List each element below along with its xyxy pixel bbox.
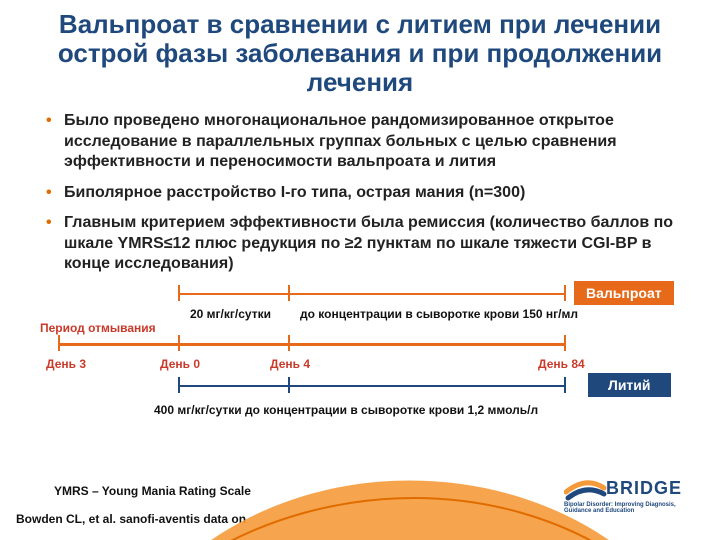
valproate-dose-label: 20 мг/кг/сутки (190, 307, 271, 321)
lithium-axis (178, 385, 564, 387)
main-tick (178, 335, 180, 351)
main-axis (58, 343, 564, 346)
lithium-tick (288, 377, 290, 393)
slide-title: Вальпроат в сравнении с литием при лечен… (28, 10, 692, 97)
main-tick (564, 335, 566, 351)
main-tick (288, 335, 290, 351)
bridge-logo: BRIDGE Bipolar Disorder: Improving Diagn… (564, 474, 694, 518)
valproate-axis (178, 293, 564, 295)
bullet-item: Было проведено многонациональное рандоми… (46, 111, 692, 172)
bullet-list: Было проведено многонациональное рандоми… (28, 111, 692, 274)
valproate-tag: Вальпроат (574, 281, 674, 305)
main-tick (58, 335, 60, 351)
bullet-item: Главным критерием эффективности была рем… (46, 213, 692, 274)
day-label: День 3 (46, 357, 86, 371)
day-label: День 84 (538, 357, 585, 371)
lithium-tick (564, 377, 566, 393)
period-label: Период отмывания (40, 321, 156, 335)
lithium-tag: Литий (588, 373, 671, 397)
valproate-tick (288, 285, 290, 301)
timeline: Вальпроат 20 мг/кг/сутки до концентрации… (28, 285, 692, 465)
valproate-tick (564, 285, 566, 301)
bullet-item: Биполярное расстройство I-го типа, остра… (46, 183, 692, 203)
bridge-logo-name: BRIDGE (606, 478, 682, 499)
valproate-conc-label: до концентрации в сыворотке крови 150 нг… (300, 307, 578, 321)
lithium-dose-label: 400 мг/кг/сутки до концентрации в сыворо… (154, 403, 538, 417)
day-label: День 0 (160, 357, 200, 371)
bridge-logo-tagline: Bipolar Disorder: Improving Diagnosis, G… (564, 502, 694, 514)
ymrs-footnote: YMRS – Young Mania Rating Scale (54, 484, 251, 498)
reference-footnote: Bowden CL, et al. sanofi-aventis data on (16, 512, 246, 526)
valproate-tick (178, 285, 180, 301)
lithium-tick (178, 377, 180, 393)
day-label: День 4 (270, 357, 310, 371)
